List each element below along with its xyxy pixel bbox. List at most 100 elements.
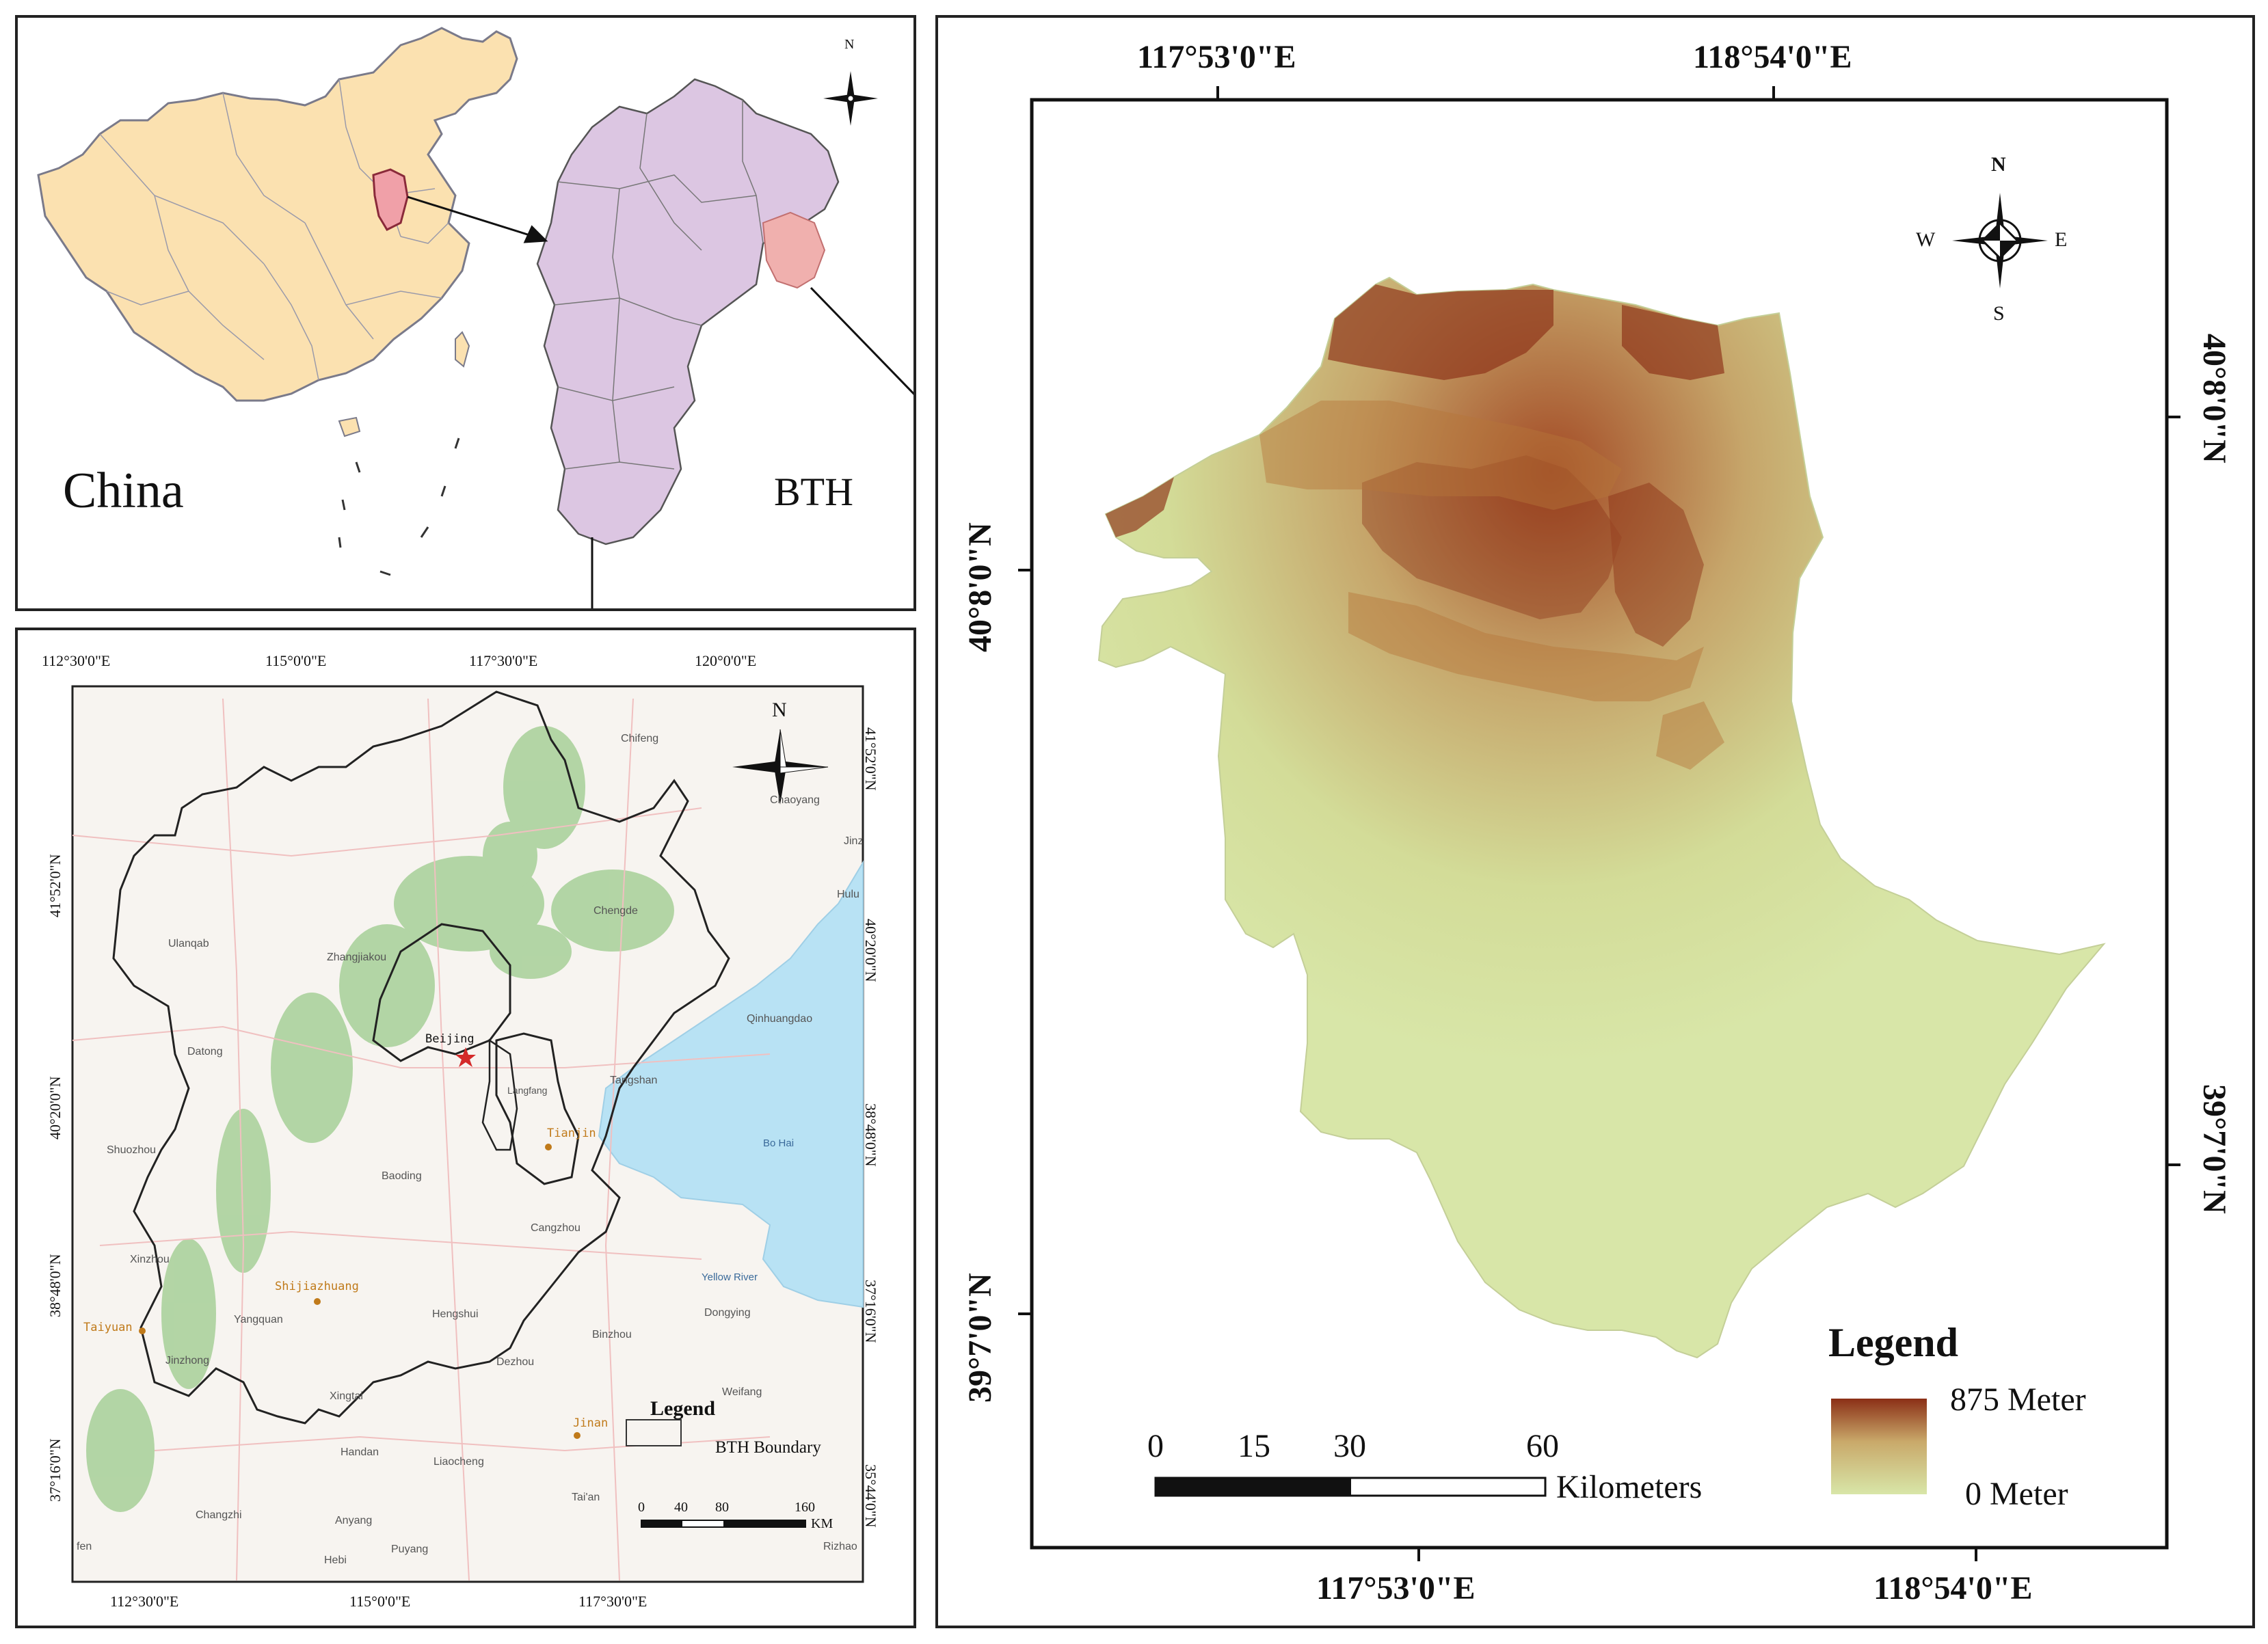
city-jinzhong: Jinzhong [165,1355,210,1366]
city-jinzhou-partial: Jinz [844,835,864,847]
bth-top-tick-2: 115°0'0"E [265,652,327,669]
bth-label: BTH [774,470,853,514]
connector-arrows [407,196,913,608]
bth-scale-bar [641,1520,806,1528]
compass-south: S [1993,302,2005,325]
bth-legend-item: BTH Boundary [715,1438,821,1457]
bth-bottom-tick-3: 117°30'0"E [578,1593,648,1610]
city-xinzhou: Xinzhou [130,1254,170,1265]
bth-right-tick-5: 35°44'0"N [862,1464,879,1528]
dem-legend-ramp [1831,1399,1927,1494]
dem-tick-marks [1018,86,2180,1561]
tianjin-boundary [495,1032,580,1185]
bth-scale-unit: KM [811,1516,833,1531]
south-china-sea-dashes [338,437,460,576]
bth-legend-title: Legend [650,1397,716,1420]
river-yellow: Yellow River [702,1271,758,1283]
city-weifang: Weifang [722,1386,762,1398]
city-qinhuangdao: Qinhuangdao [747,1013,813,1025]
dem-top-tick-1: 117°53'0"E [1137,39,1296,75]
city-dongying: Dongying [704,1307,751,1319]
dem-legend-max: 875 Meter [1950,1382,2086,1418]
dem-scale-60: 60 [1526,1428,1559,1464]
city-taian: Tai'an [572,1492,600,1503]
bth-top-tick-3: 117°30'0"E [469,652,538,669]
dem-compass [1952,193,2048,288]
city-changzhi: Changzhi [196,1509,242,1521]
compass-west: W [1916,228,1936,251]
city-liaocheng: Liaocheng [433,1456,484,1468]
bth-right-tick-3: 38°48'0"N [862,1103,879,1167]
dem-bottom-tick-2: 118°54'0"E [1873,1570,2033,1606]
city-baoding: Baoding [382,1170,422,1182]
city-hengshui: Hengshui [432,1308,479,1320]
city-datong: Datong [187,1046,223,1057]
bth-scale-40: 40 [674,1500,688,1515]
dem-scale-0: 0 [1147,1428,1164,1464]
city-rizhao: Rizhao [823,1541,857,1552]
sea-bohai: Bo Hai [763,1137,795,1149]
bohai-sea [598,860,864,1308]
city-tianjin: Tianjin [547,1127,596,1140]
compass-east: E [2055,228,2068,251]
city-dezhou: Dezhou [496,1356,535,1368]
bth-north-arrow [732,729,829,805]
bth-top-tick-4: 120°0'0"E [695,652,757,669]
bth-region-map [71,685,864,1583]
bth-scale-160: 160 [795,1500,815,1515]
bth-left-tick-4: 37°16'0"N [46,1438,64,1502]
bth-right-tick-1: 41°52'0"N [862,727,879,791]
langfang-boundary [481,1038,518,1151]
city-chengde: Chengde [593,905,638,917]
bth-scale-0: 0 [638,1500,645,1515]
city-handan: Handan [341,1446,379,1458]
bth-right-tick-2: 40°20'0"N [862,919,879,982]
city-binzhou: Binzhou [592,1329,632,1340]
mountain-ridges [1106,284,1724,647]
dem-top-tick-2: 118°54'0"E [1693,39,1852,75]
bth-right-tick-4: 37°16'0"N [862,1280,879,1343]
city-cangzhou: Cangzhou [531,1222,581,1234]
dem-bottom-tick-1: 117°53'0"E [1316,1570,1476,1606]
city-jinan: Jinan [573,1416,609,1430]
city-ulanqab: Ulanqab [168,938,209,949]
city-fen-partial: fen [77,1541,92,1552]
tangshan-dem-area [1097,276,2106,1359]
bth-bottom-tick-1: 112°30'0"E [110,1593,179,1610]
bth-north-label: N [772,699,787,721]
city-shuozhou: Shuozhou [107,1144,157,1156]
bth-city-boundaries [554,100,764,470]
bth-left-tick-1: 41°52'0"N [46,854,64,917]
city-hebi: Hebi [324,1554,347,1566]
dem-scale-unit: Kilometers [1556,1469,1703,1505]
taiwan-island [455,331,470,368]
city-shijiazhuang: Shijiazhuang [275,1280,359,1293]
bth-legend-swatch [626,1419,682,1446]
dem-scale-15: 15 [1238,1428,1270,1464]
dem-panel: 117°53'0"E 118°54'0"E 117°53'0"E 118°54'… [935,15,2255,1628]
dem-legend-min: 0 Meter [1965,1476,2068,1512]
dem-right-tick-2: 39°7'0"N [2196,1084,2232,1214]
compass-north: N [1991,153,2006,176]
hainan-island [338,416,361,437]
city-zhangjiakou: Zhangjiakou [327,952,387,963]
dem-legend-title: Legend [1828,1320,1959,1365]
city-anyang: Anyang [335,1515,373,1526]
city-dots [139,1144,581,1439]
city-beijing: Beijing [425,1032,475,1046]
bth-boundary-outline [112,690,730,1425]
china-bth-highlight [372,168,409,231]
china-overview-panel: China BTH N [15,15,916,611]
city-puyang: Puyang [391,1544,429,1555]
city-huludao-partial: Hulu [837,889,859,900]
dem-right-tick-1: 40°8'0"N [2196,334,2232,463]
bth-scale-80: 80 [715,1500,729,1515]
beijing-boundary [372,923,511,1062]
bth-bottom-tick-2: 115°0'0"E [349,1593,411,1610]
dem-map [1018,86,2180,1561]
foothills [1259,401,1724,770]
city-chaoyang: Chaoyang [770,794,820,806]
dem-scale-bar [1154,1477,1547,1497]
bth-region [536,78,840,545]
city-yangquan: Yangquan [234,1314,283,1325]
